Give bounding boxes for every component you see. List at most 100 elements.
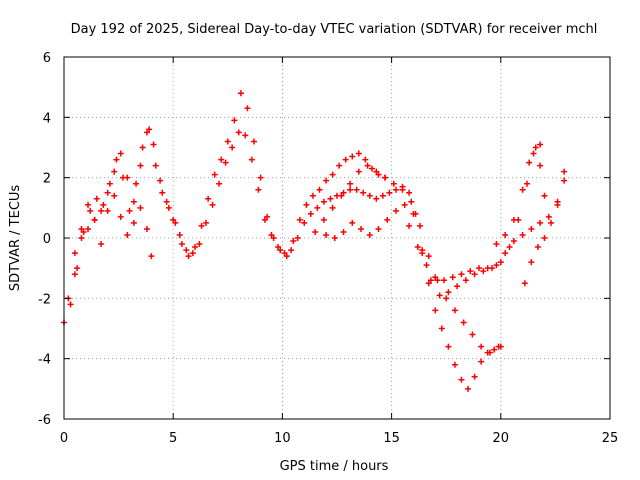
data-point <box>331 235 338 241</box>
data-point <box>296 216 303 223</box>
data-point <box>342 156 349 163</box>
data-point <box>67 301 74 308</box>
data-point <box>355 150 362 157</box>
data-point <box>323 231 330 238</box>
series-track-3 <box>65 192 155 302</box>
data-point <box>392 186 399 193</box>
data-point <box>451 307 458 314</box>
data-point <box>78 225 85 232</box>
data-point <box>104 207 111 214</box>
data-point <box>541 192 548 199</box>
data-point <box>475 265 482 272</box>
data-point <box>178 241 185 248</box>
data-point <box>320 216 327 223</box>
data-point <box>438 325 445 332</box>
data-point <box>484 265 491 272</box>
data-point <box>510 238 517 245</box>
data-point <box>532 144 539 151</box>
data-point <box>294 235 301 241</box>
data-point <box>408 198 415 205</box>
data-point <box>462 277 469 284</box>
data-point <box>425 280 432 287</box>
data-point <box>133 180 140 187</box>
data-point <box>497 259 504 266</box>
data-point <box>237 90 244 97</box>
data-point <box>150 141 157 148</box>
series-track-7 <box>493 144 548 248</box>
data-point <box>486 349 493 356</box>
data-point <box>198 222 205 229</box>
data-point <box>406 189 413 196</box>
data-point <box>379 192 386 199</box>
data-point <box>340 189 347 196</box>
data-point <box>218 156 225 163</box>
data-point <box>329 171 336 178</box>
data-point <box>401 201 408 208</box>
data-point <box>375 225 382 232</box>
data-point <box>261 216 268 223</box>
data-point <box>425 253 432 260</box>
data-point <box>189 250 196 257</box>
data-point <box>80 228 87 235</box>
y-tick-label: -6 <box>38 413 51 428</box>
data-point <box>510 216 517 223</box>
data-point <box>235 129 242 136</box>
data-point <box>392 207 399 214</box>
data-point <box>445 343 452 350</box>
data-point <box>347 186 354 193</box>
data-point <box>231 117 238 124</box>
data-point <box>222 159 229 166</box>
data-point <box>130 219 137 226</box>
data-point <box>528 225 535 232</box>
data-point <box>368 165 375 172</box>
data-point <box>202 219 209 226</box>
data-point <box>264 213 271 220</box>
data-point <box>93 195 100 202</box>
data-point <box>458 376 465 383</box>
data-point <box>519 186 526 193</box>
data-point <box>251 138 258 145</box>
data-point <box>183 247 190 254</box>
data-point <box>124 174 131 181</box>
data-point <box>537 219 544 226</box>
data-point <box>436 292 443 299</box>
data-point <box>399 186 406 193</box>
data-point <box>270 235 277 241</box>
data-point <box>347 180 354 187</box>
data-point <box>277 247 284 254</box>
series-track-6 <box>406 168 568 284</box>
data-point <box>521 280 528 287</box>
data-point <box>126 207 133 214</box>
data-point <box>209 201 216 208</box>
data-point <box>130 198 137 205</box>
data-point <box>159 189 166 196</box>
data-point <box>360 189 367 196</box>
data-point <box>211 171 218 178</box>
data-point <box>434 277 441 284</box>
data-point <box>336 162 343 169</box>
data-point <box>545 213 552 220</box>
data-point <box>111 168 118 175</box>
data-point <box>528 259 535 266</box>
data-point <box>242 132 249 139</box>
data-point <box>561 168 568 175</box>
data-point <box>441 277 448 284</box>
data-point <box>124 231 131 238</box>
data-point <box>537 162 544 169</box>
data-point <box>196 241 203 248</box>
data-point <box>303 201 310 208</box>
data-point <box>364 162 371 169</box>
data-point <box>502 250 509 257</box>
data-point <box>384 216 391 223</box>
series-track-5 <box>323 141 544 299</box>
data-point <box>224 138 231 145</box>
data-point <box>493 241 500 248</box>
y-tick-label: 0 <box>43 232 51 247</box>
data-point <box>423 262 430 269</box>
data-point <box>432 274 439 281</box>
data-point <box>172 219 179 226</box>
data-point <box>414 244 421 251</box>
data-point <box>451 361 458 368</box>
data-point <box>353 186 360 193</box>
data-point <box>443 295 450 302</box>
